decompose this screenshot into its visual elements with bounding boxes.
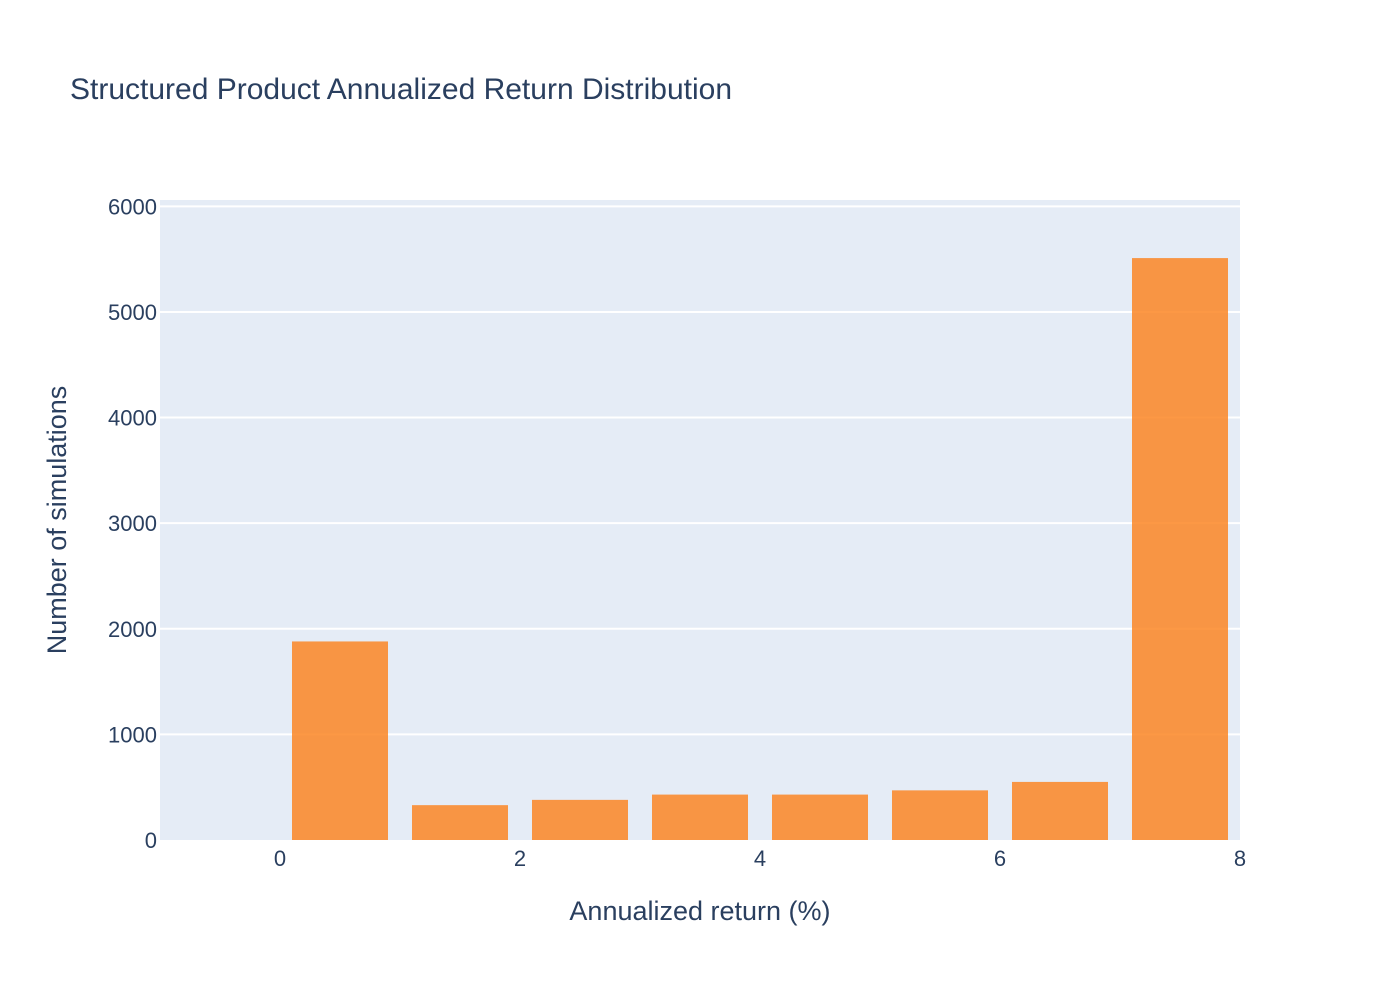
y-axis-title: Number of simulations	[42, 386, 72, 655]
x-tick-label: 4	[754, 846, 766, 871]
histogram-bar	[292, 641, 388, 840]
x-axis-title: Annualized return (%)	[569, 896, 830, 926]
x-tick-label: 8	[1234, 846, 1246, 871]
y-tick-label: 0	[145, 828, 157, 853]
y-tick-label: 4000	[108, 406, 157, 431]
chart-title: Structured Product Annualized Return Dis…	[70, 73, 732, 106]
histogram-bar	[892, 790, 988, 840]
histogram-bar	[1132, 258, 1228, 840]
x-tick-label: 2	[514, 846, 526, 871]
histogram-bar	[412, 805, 508, 840]
y-tick-labels: 0 1000 2000 3000 4000 5000 6000	[108, 194, 157, 853]
y-tick-label: 3000	[108, 511, 157, 536]
bars	[292, 258, 1228, 840]
histogram-bar	[652, 794, 748, 840]
y-tick-label: 1000	[108, 722, 157, 747]
x-tick-labels: 0 2 4 6 8	[274, 846, 1246, 871]
histogram-bar	[532, 799, 628, 840]
y-tick-label: 5000	[108, 300, 157, 325]
y-tick-label: 2000	[108, 617, 157, 642]
histogram-bar	[772, 794, 868, 840]
x-tick-label: 6	[994, 846, 1006, 871]
y-tick-label: 6000	[108, 194, 157, 219]
histogram-bar	[1012, 781, 1108, 840]
x-tick-label: 0	[274, 846, 286, 871]
